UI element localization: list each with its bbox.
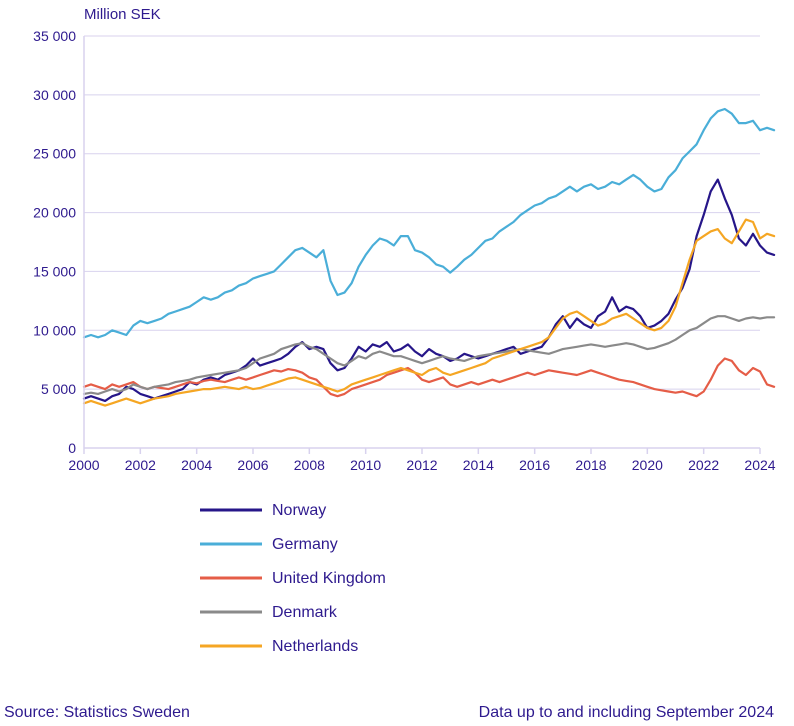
y-tick-label: 30 000 [33, 87, 76, 103]
x-tick-label: 2020 [632, 457, 663, 473]
x-tick-label: 2022 [688, 457, 719, 473]
y-tick-label: 15 000 [33, 263, 76, 279]
x-tick-label: 2012 [406, 457, 437, 473]
x-tick-label: 2006 [237, 457, 268, 473]
x-tick-label: 2016 [519, 457, 550, 473]
x-tick-label: 2004 [181, 457, 212, 473]
legend-label: Denmark [272, 604, 338, 621]
x-tick-label: 2014 [463, 457, 494, 473]
x-tick-label: 2008 [294, 457, 325, 473]
legend-label: Norway [272, 502, 326, 519]
y-axis-title: Million SEK [84, 6, 161, 23]
x-tick-label: 2018 [575, 457, 606, 473]
chart-container: Million SEK 0 5 000 10 000 15 000 20 000 25 0… [0, 0, 794, 726]
x-tick-label: 2000 [68, 457, 99, 473]
y-tick-label: 20 000 [33, 205, 76, 221]
y-tick-label: 10 000 [33, 322, 76, 338]
series-united-kingdom [84, 359, 774, 397]
y-tick-label: 0 [68, 440, 76, 456]
legend-label: Netherlands [272, 638, 358, 655]
x-tick-label: 2002 [125, 457, 156, 473]
legend-label: United Kingdom [272, 570, 386, 587]
y-tick-label: 5 000 [41, 381, 76, 397]
x-tick-label: 2024 [744, 457, 775, 473]
data-note: Data up to and including September 2024 [479, 704, 774, 722]
legend-label: Germany [272, 536, 338, 553]
y-tick-label: 25 000 [33, 146, 76, 162]
x-tick-label: 2010 [350, 457, 381, 473]
line-chart-svg: 0 5 000 10 000 15 000 20 000 25 000 30 000 35 0… [0, 0, 794, 690]
series-netherlands [84, 220, 774, 406]
series-germany [84, 109, 774, 337]
source-label: Source: Statistics Sweden [4, 704, 190, 722]
y-tick-label: 35 000 [33, 28, 76, 44]
